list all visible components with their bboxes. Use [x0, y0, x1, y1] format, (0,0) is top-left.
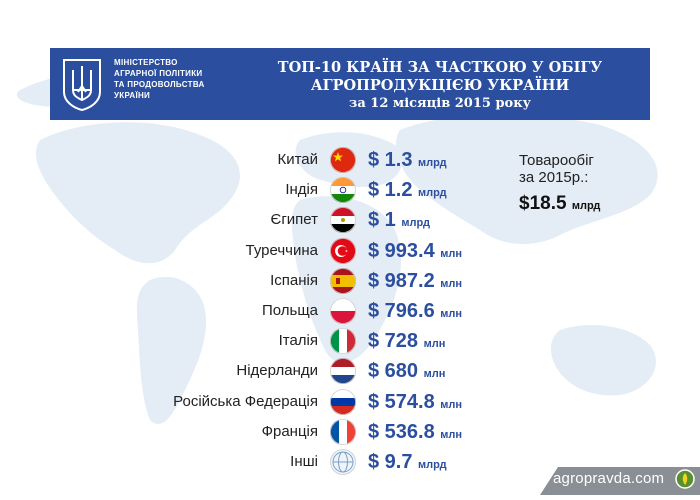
total-label-line-1: Товарообіг	[519, 152, 594, 169]
value-amount: $ 1.3	[368, 149, 413, 171]
egypt-flag-icon	[330, 207, 356, 234]
country-value: $ 1 млрд	[368, 209, 430, 234]
value-unit: млн	[423, 368, 446, 381]
country-label: Індія	[285, 181, 318, 199]
country-label: Туреччина	[245, 241, 318, 259]
value-unit: млн	[423, 338, 446, 351]
footer-watermark-bar	[540, 467, 700, 495]
globe-icon	[330, 449, 356, 475]
value-amount: $ 987.2	[368, 269, 435, 292]
country-label: Франція	[261, 422, 318, 440]
ministry-name: МІНІСТЕРСТВО АГРАРНОЇ ПОЛІТИКИ ТА ПРОДОВ…	[114, 57, 234, 101]
country-label: Іспанія	[270, 271, 318, 289]
country-value: $ 680 млн	[368, 360, 445, 385]
total-label: Товарообіг за 2015р.:	[519, 152, 619, 186]
title-line-3: за 12 місяців 2015 року	[349, 96, 531, 111]
total-amount: $18.5	[519, 193, 567, 214]
country-value: $ 574.8 млн	[368, 391, 462, 416]
value-unit: млн	[440, 277, 463, 290]
value-unit: млрд	[418, 459, 447, 471]
country-value: $ 1.3 млрд	[368, 149, 447, 174]
trident-icon	[63, 59, 101, 112]
poland-flag-icon	[330, 298, 356, 324]
header-banner: МІНІСТЕРСТВО АГРАРНОЇ ПОЛІТИКИ ТА ПРОДОВ…	[50, 48, 650, 120]
value-unit: млн	[440, 428, 463, 441]
title-line-1: ТОП-10 КРАЇН ЗА ЧАСТКОЮ У ОБІГУ	[277, 59, 603, 76]
country-value: $ 1.2 млрд	[368, 179, 447, 204]
russia-flag-icon	[330, 388, 356, 415]
site-watermark: agropravda.com	[553, 470, 665, 487]
country-label: Нідерланди	[236, 362, 318, 380]
italy-flag-icon	[330, 328, 356, 355]
country-label: Китай	[277, 151, 318, 168]
value-unit: млн	[440, 247, 463, 260]
value-amount: $ 1.2	[368, 179, 413, 202]
india-flag-icon	[330, 177, 356, 204]
value-amount: $ 728	[368, 330, 419, 353]
ministry-line-4: УКРАЇНИ	[114, 91, 151, 100]
country-label: Російська Федерація	[173, 392, 318, 410]
value-unit: млн	[440, 398, 463, 411]
total-label-line-2: за 2015р.:	[519, 169, 589, 186]
country-value: $ 536.8 млн	[368, 421, 462, 446]
value-unit: млрд	[401, 217, 430, 230]
total-value: $18.5 млрд	[519, 193, 600, 215]
total-unit: млрд	[571, 200, 601, 212]
agropravda-logo-icon	[675, 469, 695, 489]
value-unit: млрд	[418, 187, 447, 200]
country-value: $ 728 млн	[368, 330, 445, 355]
value-unit: млрд	[418, 157, 447, 169]
page-title: ТОП-10 КРАЇН ЗА ЧАСТКОЮ У ОБІГУ АГРОПРОД…	[240, 59, 640, 113]
france-flag-icon	[330, 418, 356, 445]
value-amount: $ 536.8	[368, 420, 435, 443]
country-value: $ 796.6 млн	[368, 300, 462, 325]
ministry-line-3: ТА ПРОДОВОЛЬСТВА	[114, 80, 205, 89]
value-amount: $ 796.6	[368, 300, 435, 322]
ministry-line-2: АГРАРНОЇ ПОЛІТИКИ	[114, 69, 203, 78]
country-label: Італія	[278, 332, 318, 350]
china-flag-icon	[330, 147, 356, 173]
country-label: Єгипет	[270, 211, 318, 229]
country-label: Польща	[261, 302, 318, 319]
value-amount: $ 1	[368, 209, 396, 232]
ministry-line-1: МІНІСТЕРСТВО	[114, 58, 178, 67]
value-amount: $ 9.7	[368, 451, 413, 473]
title-line-2: АГРОПРОДУКЦІЄЮ УКРАЇНИ	[310, 77, 570, 94]
country-value: $ 987.2 млн	[368, 270, 462, 295]
spain-flag-icon	[330, 267, 356, 294]
turkey-flag-icon	[330, 237, 356, 264]
value-amount: $ 574.8	[368, 390, 435, 413]
value-unit: млн	[440, 308, 463, 320]
value-amount: $ 993.4	[368, 239, 435, 262]
netherlands-flag-icon	[330, 358, 356, 385]
country-label: Інші	[290, 453, 318, 470]
value-amount: $ 680	[368, 360, 419, 383]
country-value: $ 993.4 млн	[368, 240, 462, 265]
country-value: $ 9.7 млрд	[368, 451, 447, 476]
